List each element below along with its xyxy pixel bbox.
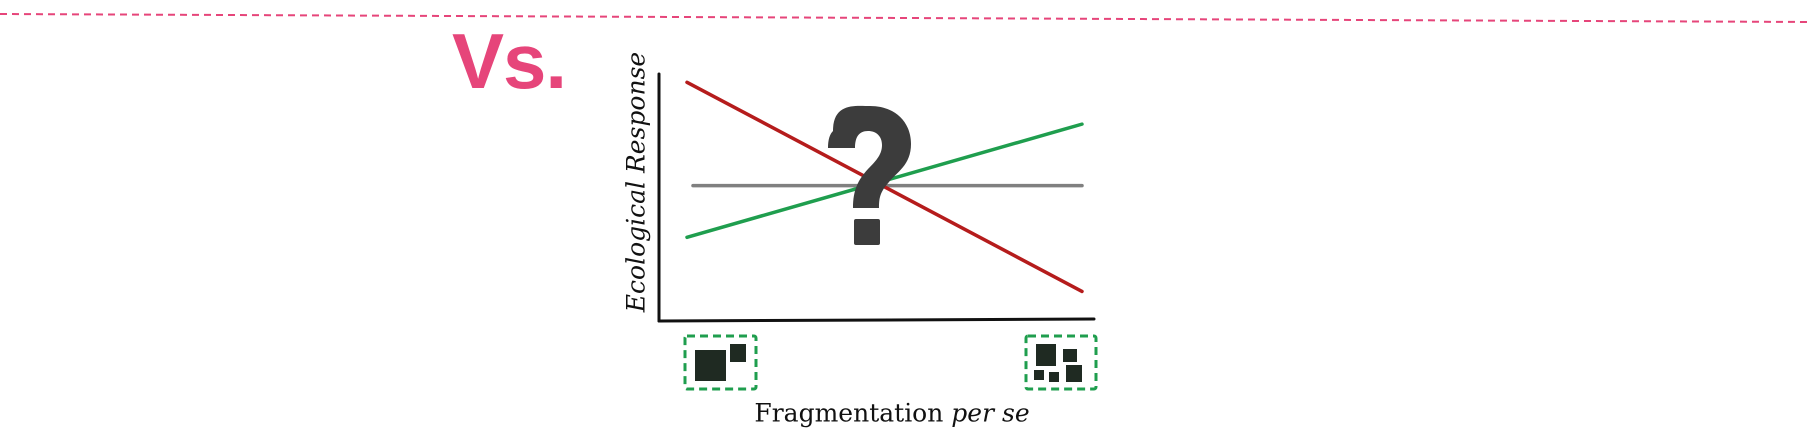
x-axis-label-main: Fragmentation xyxy=(754,398,952,428)
question-mark-icon xyxy=(828,105,911,245)
few-large-patches-icon xyxy=(683,334,758,391)
x-axis-label-emphasis: per se xyxy=(951,398,1030,428)
many-small-patches-icon xyxy=(1024,334,1098,391)
y-axis-label: Ecological Response xyxy=(621,51,651,313)
vs-label: Vs. xyxy=(452,17,567,105)
x-axis xyxy=(657,317,1096,323)
x-axis-label: Fragmentation per se xyxy=(754,399,1029,428)
section-divider xyxy=(0,13,1811,23)
